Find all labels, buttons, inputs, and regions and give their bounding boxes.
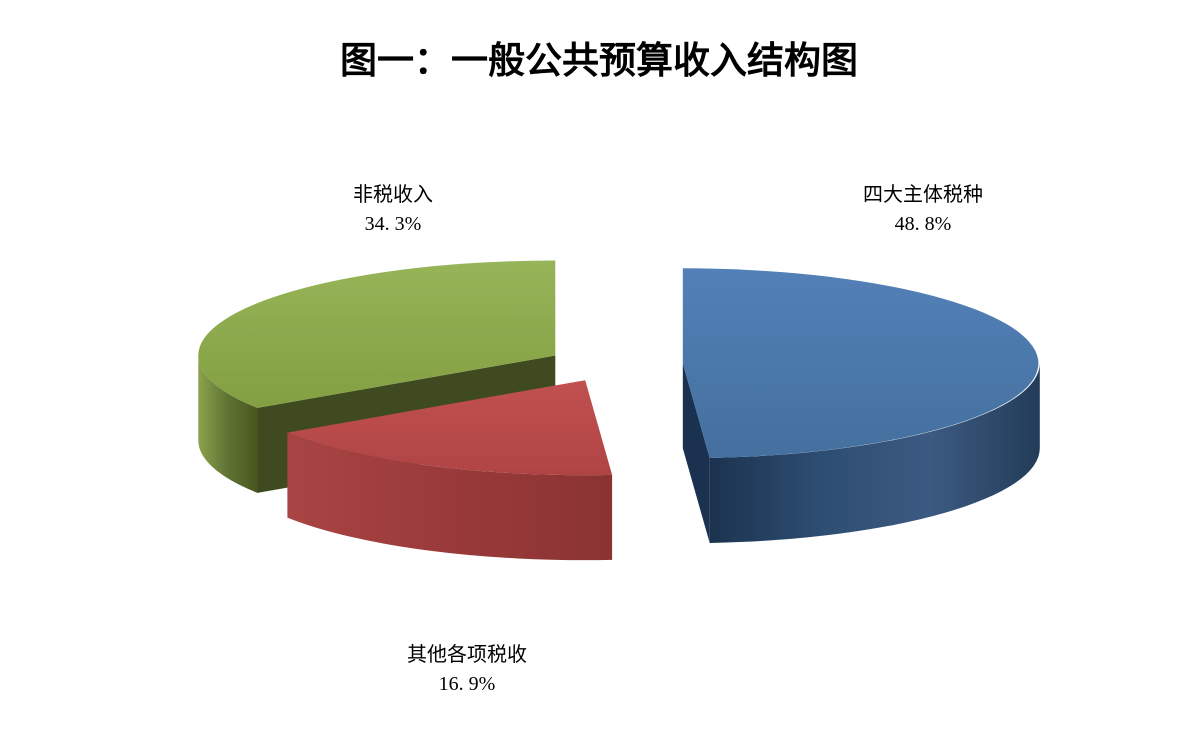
slice-rim <box>709 363 1040 543</box>
slice-callout-percent: 48. 8% <box>894 213 952 235</box>
slice-callout-percent: 16. 9% <box>438 673 496 695</box>
slice-callout-label: 其他各项税收 <box>407 644 527 666</box>
slice-callout-main-taxes: 四大主体税种 48. 8% <box>763 181 1083 239</box>
slice-top <box>287 380 613 476</box>
slice-top <box>682 268 1039 458</box>
slice-callout-other-taxes: 其他各项税收 16. 9% <box>307 641 627 699</box>
slice-callout-percent: 34. 3% <box>364 213 422 235</box>
chart-title: 图一：一般公共预算收入结构图 <box>340 41 858 82</box>
slice-cut-face <box>682 363 710 543</box>
slice-rim <box>198 355 258 493</box>
slice-callout-label: 非税收入 <box>353 184 433 206</box>
pie-slice-2 <box>287 380 613 561</box>
slice-top <box>198 260 556 408</box>
slice-rim <box>287 432 613 561</box>
pie-slice-1 <box>682 268 1040 543</box>
slice-callout-nontax: 非税收入 34. 3% <box>233 181 553 239</box>
slice-callout-label: 四大主体税种 <box>863 184 983 206</box>
